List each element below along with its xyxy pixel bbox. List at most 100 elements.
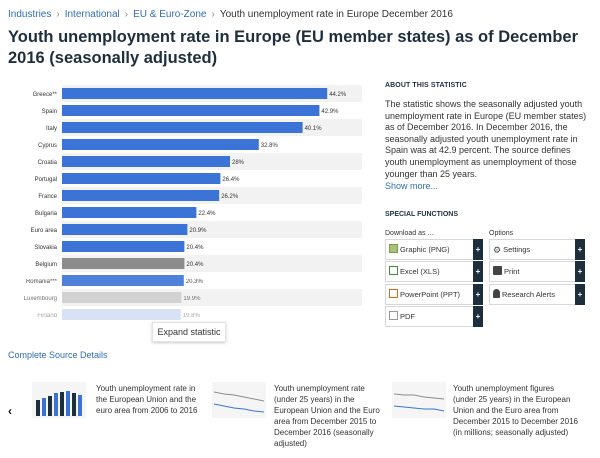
bar[interactable]: [62, 122, 303, 133]
category-label: Croatia: [38, 160, 58, 166]
related-card-3[interactable]: Youth unemployment figures (under 25 yea…: [453, 384, 578, 437]
settings-button[interactable]: ⚙ Settings +: [489, 239, 585, 260]
value-label: 20.4%: [186, 245, 204, 251]
download-png-label: Graphic (PNG): [400, 245, 450, 254]
category-label: Belgium: [35, 262, 57, 268]
about-heading: ABOUT THIS STATISTIC: [385, 82, 467, 89]
category-label: Euro area: [31, 228, 58, 234]
download-png-button[interactable]: Graphic (PNG) +: [385, 239, 483, 260]
category-label: Spain: [42, 109, 57, 115]
breadcrumb-current: Youth unemployment rate in Europe Decemb…: [219, 9, 453, 20]
line-thumbnail-icon: [393, 393, 445, 412]
bar[interactable]: [62, 105, 320, 116]
category-label: Bulgaria: [35, 211, 58, 217]
value-label: 19.9%: [183, 296, 201, 302]
related-thumbnail-bars[interactable]: [32, 382, 86, 418]
category-label: Cyprus: [38, 143, 57, 149]
value-label: 20.3%: [186, 279, 204, 285]
about-text: The statistic shows the seasonally adjus…: [385, 99, 587, 179]
value-label: 42.9%: [321, 109, 339, 115]
bar-thumbnail-icon: [36, 391, 82, 416]
bar[interactable]: [62, 139, 259, 150]
category-label: Italy: [46, 126, 57, 132]
category-label: Luxembourg: [24, 296, 57, 302]
bar[interactable]: [62, 88, 328, 99]
carousel-prev-icon[interactable]: ‹: [8, 404, 12, 418]
settings-label: Settings: [503, 245, 531, 254]
download-pdf-label: PDF: [400, 312, 415, 321]
category-label: France: [38, 194, 57, 200]
value-label: 20.4%: [186, 262, 204, 268]
category-label: Finland: [37, 313, 57, 319]
gear-icon: ⚙: [493, 245, 502, 255]
bar[interactable]: [62, 207, 197, 218]
value-label: 26.4%: [222, 177, 240, 183]
bar[interactable]: [62, 309, 181, 320]
plus-icon: +: [473, 306, 483, 327]
breadcrumb-separator: ›: [124, 9, 129, 20]
bar[interactable]: [62, 173, 221, 184]
plus-icon: +: [575, 261, 585, 282]
plus-icon: +: [473, 284, 483, 305]
powerpoint-file-icon: [389, 289, 398, 298]
breadcrumb: Industries › International › EU & Euro-Zone ›…: [8, 9, 453, 20]
bar[interactable]: [62, 258, 185, 269]
bar[interactable]: [62, 241, 185, 252]
page-title: Youth unemployment rate in Europe (EU me…: [8, 28, 578, 67]
excel-file-icon: [389, 266, 398, 275]
value-label: 26.2%: [221, 194, 239, 200]
bell-icon: [493, 289, 500, 298]
print-button[interactable]: Print +: [489, 261, 585, 282]
download-xls-button[interactable]: Excel (XLS) +: [385, 261, 483, 282]
research-alerts-label: Research Alerts: [502, 290, 555, 299]
show-more-link[interactable]: Show more...: [385, 181, 439, 192]
expand-statistic-button[interactable]: Expand statistic: [152, 322, 226, 342]
category-label: Greece**: [33, 92, 58, 98]
related-card-2[interactable]: Youth unemployment rate (under 25 years)…: [274, 384, 380, 448]
plus-icon: +: [473, 261, 483, 282]
value-label: 32.8%: [261, 143, 279, 149]
download-pdf-button[interactable]: PDF +: [385, 306, 483, 327]
breadcrumb-separator: ›: [211, 9, 215, 20]
download-xls-label: Excel (XLS): [400, 267, 440, 276]
download-ppt-button[interactable]: PowerPoint (PPT) +: [385, 284, 483, 305]
value-label: 19.8%: [183, 313, 201, 319]
bar[interactable]: [62, 156, 230, 167]
bar[interactable]: [62, 275, 184, 286]
complete-source-link[interactable]: Complete Source Details: [8, 350, 108, 360]
category-label: Romania***: [26, 279, 58, 285]
category-label: Slovakia: [34, 245, 57, 251]
bar[interactable]: [62, 190, 220, 201]
value-label: 44.2%: [329, 92, 347, 98]
print-label: Print: [504, 267, 520, 276]
special-functions-heading: SPECIAL FUNCTIONS: [385, 211, 458, 218]
related-thumbnail-line[interactable]: [212, 382, 266, 418]
bar[interactable]: [62, 224, 188, 235]
breadcrumb-eu-euro-zone[interactable]: EU & Euro-Zone: [133, 9, 207, 20]
line-thumbnail-icon: [213, 391, 265, 413]
bar[interactable]: [62, 292, 182, 303]
category-label: Portugal: [35, 177, 57, 183]
breadcrumb-international[interactable]: International: [64, 9, 120, 20]
value-label: 40.1%: [305, 126, 323, 132]
research-alerts-button[interactable]: Research Alerts +: [489, 284, 585, 305]
value-label: 20.9%: [189, 228, 207, 234]
download-heading: Download as ...: [385, 230, 434, 237]
image-file-icon: [389, 244, 398, 253]
related-card-1[interactable]: Youth unemployment rate in the European …: [96, 384, 198, 415]
value-label: 22.4%: [198, 211, 216, 217]
breadcrumb-separator: ›: [56, 9, 60, 20]
related-thumbnail-line-2[interactable]: [392, 382, 446, 418]
value-label: 28%: [232, 160, 245, 166]
options-heading: Options: [489, 230, 514, 237]
plus-icon: +: [575, 284, 585, 305]
pdf-file-icon: [389, 311, 398, 320]
plus-icon: +: [473, 239, 483, 260]
related-statistics-carousel: ‹ Youth unemployment rate in the Europea…: [0, 372, 600, 458]
printer-icon: [493, 266, 502, 275]
bar-chart: Greece** 44.2% Spain 42.9% Italy 40.1% Cyprus 3…: [24, 85, 362, 320]
about-statistic: ABOUT THIS STATISTIC The statistic shows…: [385, 82, 593, 191]
download-ppt-label: PowerPoint (PPT): [400, 290, 461, 299]
plus-icon: +: [575, 239, 585, 260]
breadcrumb-industries[interactable]: Industries: [8, 9, 52, 20]
